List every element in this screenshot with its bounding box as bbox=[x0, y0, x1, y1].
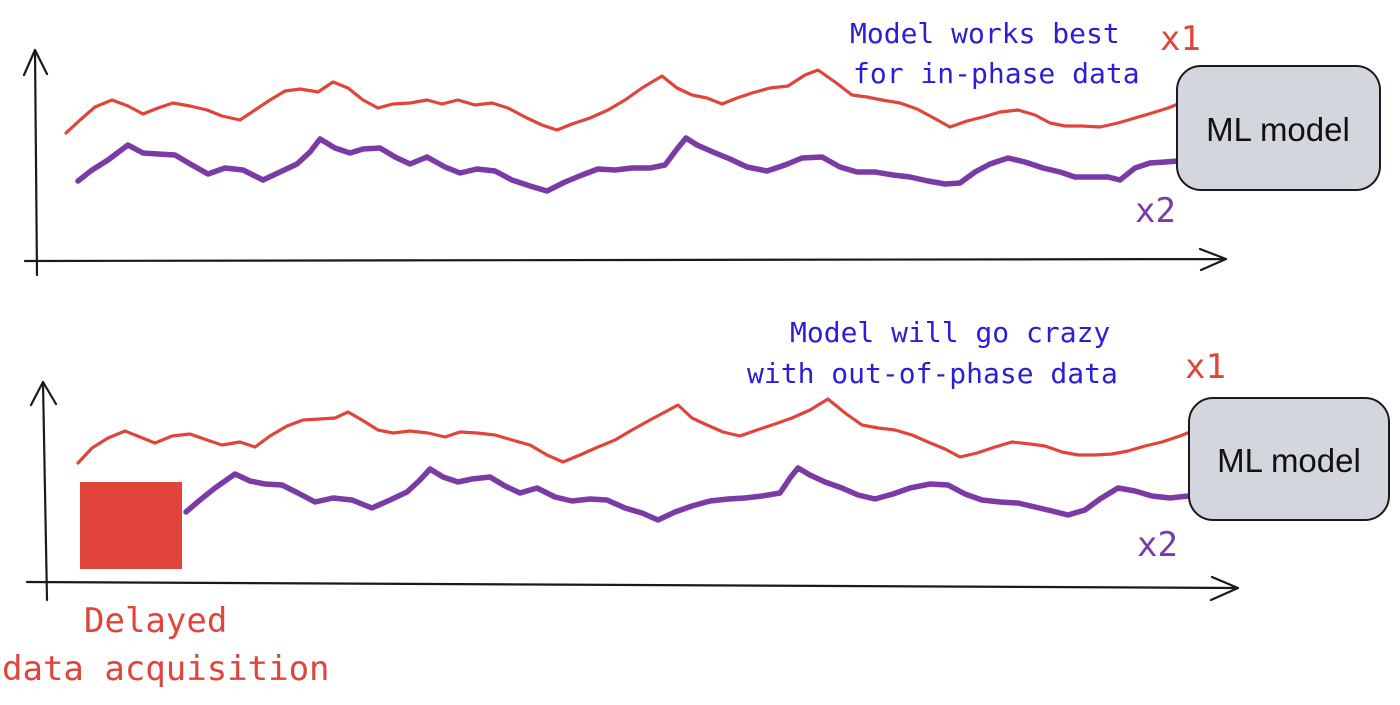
top-x2-signal bbox=[75, 135, 1181, 194]
top-y-axis bbox=[22, 48, 49, 277]
bottom-note-line2: with out-of-phase data bbox=[747, 357, 1118, 390]
top-note-line1: Model works best bbox=[850, 17, 1120, 50]
bottom-x2-signal bbox=[183, 465, 1191, 523]
bottom-ml-model-box: ML model bbox=[1188, 397, 1390, 521]
top-ml-model-box: ML model bbox=[1176, 65, 1381, 191]
top-ml-model-rect bbox=[1176, 65, 1381, 191]
delay-caption-line1: Delayed bbox=[84, 601, 227, 641]
bottom-x-axis bbox=[25, 575, 1240, 602]
top-x2-label: x2 bbox=[1135, 191, 1176, 231]
top-x1-label: x1 bbox=[1160, 19, 1201, 59]
delay-block bbox=[80, 482, 182, 569]
bottom-ml-model-rect bbox=[1188, 397, 1390, 521]
delay-caption-line2: data acquisition bbox=[2, 649, 330, 689]
top-ml-model-label: ML model bbox=[1206, 111, 1350, 148]
bottom-x1-signal bbox=[76, 397, 1192, 465]
top-note-line2: for in-phase data bbox=[853, 57, 1140, 90]
top-x-axis bbox=[23, 247, 1228, 272]
top-panel: Model works best for in-phase data x1 x2… bbox=[22, 17, 1381, 277]
bottom-ml-model-label: ML model bbox=[1217, 442, 1361, 479]
bottom-panel: Model will go crazy with out-of-phase da… bbox=[2, 316, 1390, 689]
top-x1-signal bbox=[64, 68, 1180, 135]
bottom-x1-label: x1 bbox=[1185, 347, 1226, 387]
bottom-y-axis bbox=[29, 380, 58, 602]
bottom-x2-label: x2 bbox=[1137, 525, 1178, 565]
bottom-note-line1: Model will go crazy bbox=[790, 316, 1110, 349]
